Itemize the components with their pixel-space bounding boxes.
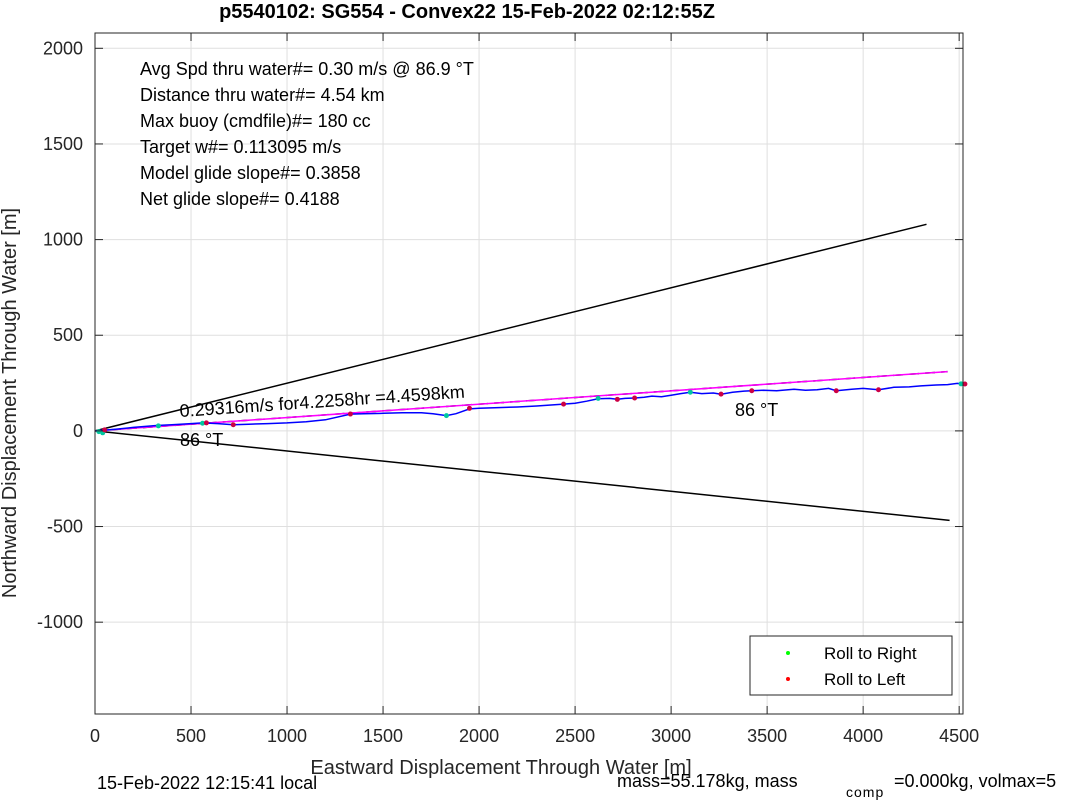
heading-annotation-right: 86 °T xyxy=(735,400,778,420)
x-tick-label: 3500 xyxy=(747,726,787,746)
stat-net-glide-slope: Net glide slope#= 0.4188 xyxy=(140,189,340,209)
grid xyxy=(94,33,963,714)
roll-left-marker xyxy=(561,401,567,407)
legend: Roll to Right Roll to Left xyxy=(749,635,953,696)
roll-left-marker xyxy=(614,396,620,402)
x-tick-label: 500 xyxy=(176,726,206,746)
roll-left-marker xyxy=(466,405,472,411)
stat-distance: Distance thru water#= 4.54 km xyxy=(140,85,385,105)
roll-left-marker xyxy=(203,420,209,426)
roll-right-marker xyxy=(200,420,206,426)
legend-box xyxy=(749,635,953,696)
chart-title: p5540102: SG554 - Convex22 15-Feb-2022 0… xyxy=(219,1,715,23)
roll-left-marker xyxy=(347,411,353,417)
y-tick-label: -1000 xyxy=(37,612,83,632)
roll-left-marker xyxy=(718,391,724,397)
footer-local-time: 15-Feb-2022 12:15:41 local xyxy=(97,773,317,793)
x-tick-label: 2500 xyxy=(555,726,595,746)
roll-left-marker xyxy=(102,427,108,433)
roll-right-marker xyxy=(443,413,449,419)
heading-annotation-left: 86 °T xyxy=(180,430,223,450)
x-tick-label: 1000 xyxy=(267,726,307,746)
legend-label-roll-left: Roll to Left xyxy=(824,670,906,689)
y-tick-label: 2000 xyxy=(43,38,83,58)
x-tick-label: 3000 xyxy=(651,726,691,746)
y-tick-label: -500 xyxy=(47,517,83,537)
roll-left-marker xyxy=(749,388,755,394)
y-tick-label: 500 xyxy=(53,325,83,345)
tick-labels: 0 500 1000 1500 2000 2500 3000 3500 4000 4500 2000… xyxy=(37,33,979,746)
x-tick-label: 1500 xyxy=(363,726,403,746)
stat-avg-speed: Avg Spd thru water#= 0.30 m/s @ 86.9 °T xyxy=(140,59,474,79)
data-lines xyxy=(94,223,965,522)
stat-model-glide-slope: Model glide slope#= 0.3858 xyxy=(140,163,361,183)
roll-left-marker xyxy=(962,381,968,387)
stats-block: Avg Spd thru water#= 0.30 m/s @ 86.9 °T … xyxy=(140,59,474,209)
roll-right-marker xyxy=(155,423,161,429)
x-tick-label: 2000 xyxy=(459,726,499,746)
stat-target-w: Target w#= 0.113095 m/s xyxy=(140,137,341,157)
y-tick-label: 1000 xyxy=(43,230,83,250)
series-cone-lower xyxy=(94,430,950,522)
legend-marker-roll-right xyxy=(786,651,790,655)
roll-left-marker xyxy=(230,422,236,428)
roll-left-marker xyxy=(833,388,839,394)
roll-right-marker xyxy=(595,395,601,401)
legend-marker-roll-left xyxy=(786,677,790,681)
series-glider-track xyxy=(94,382,965,432)
x-tick-label: 4000 xyxy=(843,726,883,746)
y-tick-label: 1500 xyxy=(43,134,83,154)
legend-label-roll-right: Roll to Right xyxy=(824,644,917,663)
x-tick-label: 4500 xyxy=(939,726,979,746)
y-axis-label: Northward Displacement Through Water [m] xyxy=(0,208,21,598)
stat-max-buoy: Max buoy (cmdfile)#= 180 cc xyxy=(140,111,371,131)
footer-mass: mass=55.178kg, mass xyxy=(617,771,798,791)
roll-left-marker xyxy=(632,395,638,401)
footer-volmax: =0.000kg, volmax=5 xyxy=(894,771,1056,791)
series-magenta-track xyxy=(94,370,948,432)
y-tick-label: 0 xyxy=(73,421,83,441)
roll-left-marker xyxy=(876,387,882,393)
data-markers xyxy=(96,381,968,436)
x-axis-label: Eastward Displacement Through Water [m] xyxy=(310,757,691,779)
axes-box xyxy=(94,32,964,715)
roll-right-marker xyxy=(958,381,964,387)
roll-right-marker xyxy=(687,389,693,395)
x-tick-label: 0 xyxy=(90,726,100,746)
series-cone-upper xyxy=(94,223,927,432)
footer-mass-subscript: comp xyxy=(846,784,884,800)
